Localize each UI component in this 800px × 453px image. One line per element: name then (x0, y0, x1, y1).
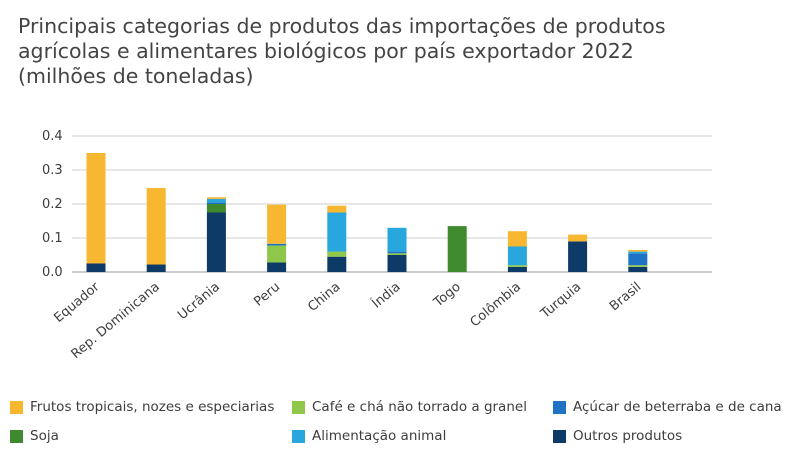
bar-segment-3-0 (267, 262, 287, 272)
bar-segment-9-5 (628, 249, 648, 252)
bar-segment-7-5 (507, 231, 527, 247)
bar-segment-3-5 (267, 204, 287, 244)
bar-segment-5-4 (387, 227, 407, 252)
x-category-label-6: Togo (430, 280, 463, 311)
bar-segment-1-0 (146, 264, 166, 272)
bar-segment-2-1 (206, 204, 226, 213)
chart-title: Principais categorias de produtos das im… (18, 14, 788, 89)
bar-segment-7-4 (507, 246, 527, 266)
bar-segment-2-5 (206, 197, 226, 199)
chart-title-line-3: (milhões de toneladas) (18, 64, 254, 88)
bar-segment-3-3 (267, 243, 287, 246)
bar-segment-5-0 (387, 255, 407, 272)
bar-segment-1-5 (146, 188, 166, 265)
bar-segment-9-2 (628, 265, 648, 267)
bar-segment-3-2 (267, 245, 287, 263)
bar-segment-2-4 (206, 198, 226, 203)
x-category-label-5: Índia (369, 279, 404, 312)
bar-segment-5-3 (387, 251, 407, 254)
bar-segment-7-2 (507, 265, 527, 267)
chart-title-line-2: agrícolas e alimentares biológicos por p… (18, 39, 634, 63)
bar-segment-9-4 (628, 251, 648, 254)
x-category-label-8: Turquia (537, 280, 584, 323)
bar-segment-0-5 (86, 153, 106, 264)
y-tick-label-4: 0.4 (42, 129, 63, 144)
y-tick-label-1: 0.1 (42, 231, 63, 246)
y-tick-label-0: 0.0 (42, 265, 63, 280)
y-tick-label-3: 0.3 (42, 163, 63, 178)
x-category-label-0: Equador (51, 279, 103, 326)
x-category-label-3: Peru (251, 280, 283, 310)
bar-segment-9-0 (628, 266, 648, 272)
bar-segment-2-0 (206, 212, 226, 272)
bar-segment-8-5 (568, 234, 588, 242)
x-category-label-4: China (305, 280, 343, 315)
x-category-label-2: Ucrânia (175, 280, 223, 323)
bar-segment-2-3 (206, 202, 226, 204)
bar-segment-9-3 (628, 253, 648, 266)
bar-segment-7-0 (507, 266, 527, 272)
chart-title-line-1: Principais categorias de produtos das im… (18, 14, 666, 38)
bar-segment-8-0 (568, 241, 588, 272)
bar-segment-4-2 (327, 251, 347, 257)
bar-segment-4-0 (327, 256, 347, 272)
x-category-label-7: Colômbia (468, 280, 524, 331)
bar-segment-5-2 (387, 253, 407, 255)
bar-segment-0-0 (86, 263, 106, 272)
bar-segment-4-4 (327, 212, 347, 252)
bar-segment-6-1 (447, 226, 467, 272)
y-tick-label-2: 0.2 (42, 197, 63, 212)
bar-segment-4-5 (327, 205, 347, 213)
x-category-label-9: Brasil (607, 280, 644, 315)
